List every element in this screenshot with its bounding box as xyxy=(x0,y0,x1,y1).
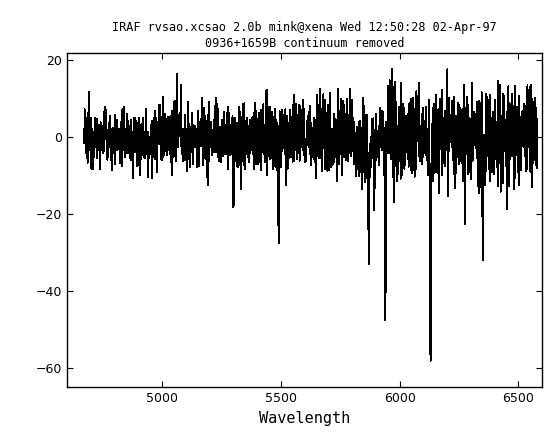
Title: IRAF rvsao.xcsao 2.0b mink@xena Wed 12:50:28 02-Apr-97
0936+1659B continuum remo: IRAF rvsao.xcsao 2.0b mink@xena Wed 12:5… xyxy=(112,21,497,50)
X-axis label: Wavelength: Wavelength xyxy=(259,411,350,425)
